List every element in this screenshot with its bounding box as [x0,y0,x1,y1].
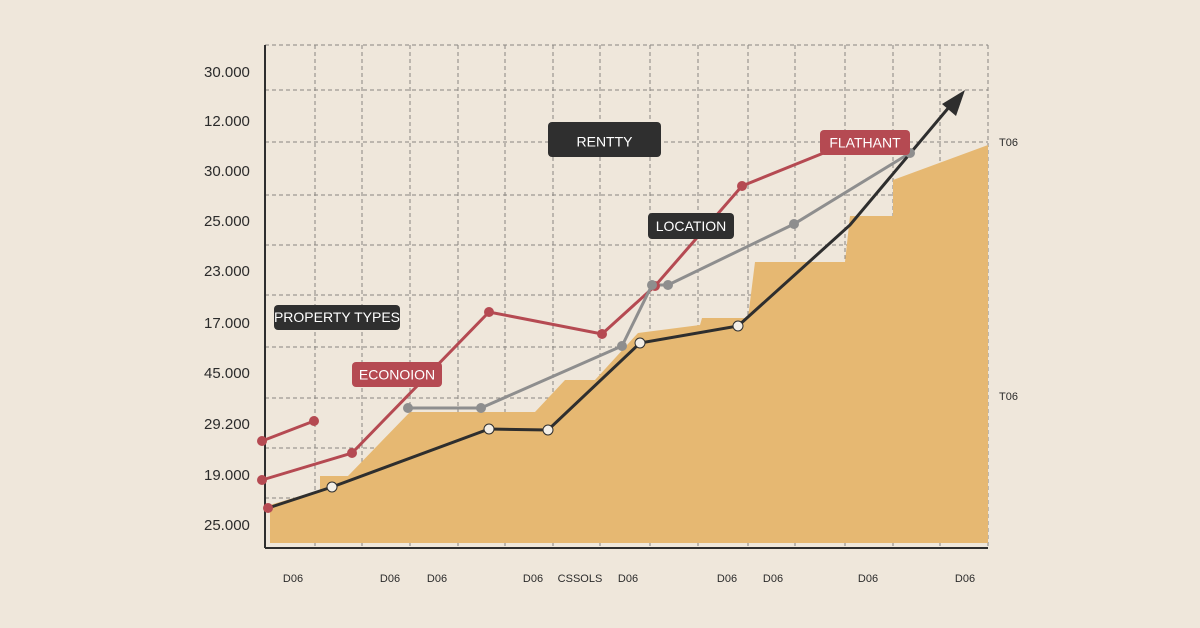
x-tick-label: D06 [763,573,783,585]
x-tick-label: D06 [427,573,447,585]
arrow-head [942,90,965,116]
y-tick-label: 30.000 [204,64,250,81]
dot [257,475,267,485]
y-tick-label: 29.200 [204,416,250,433]
x-tick-label: D06 [380,573,400,585]
dot [263,503,273,513]
dot [309,416,319,426]
dot [476,403,486,413]
dot [634,337,646,349]
dot [483,423,495,435]
labels: 30.000 12.000 30.000 25.000 23.000 17.000 45.0… [204,64,1018,585]
callout-text: RENTTY [577,133,634,149]
dot [347,448,357,458]
dot [597,329,607,339]
black-line [267,99,957,510]
x-tick-label: D06 [283,573,303,585]
y-tick-label: 17.000 [204,315,250,332]
dot [326,481,338,493]
dot [484,307,494,317]
x-tick-label: D06 [523,573,543,585]
dot [542,424,554,436]
callout-box [648,213,734,239]
callout-box [820,130,910,155]
right-label: T06 [999,391,1018,403]
callout-box [352,362,442,387]
callout-box [548,122,661,157]
y-tick-label: 45.000 [204,365,250,382]
dot [647,280,657,290]
callout-text: ECONOION [359,367,435,383]
dot [737,181,747,191]
dot [732,320,744,332]
y-tick-label: 19.000 [204,467,250,484]
x-tick-label: CSSOLS [558,573,603,585]
callout-box [274,305,400,330]
dot [403,403,413,413]
x-tick-label: D06 [717,573,737,585]
right-label: T06 [999,137,1018,149]
x-tick-label: D06 [955,573,975,585]
dots [257,148,915,513]
y-tick-label: 23.000 [204,263,250,280]
callout-text: PROPERTY TYPES [274,309,400,325]
x-tick-label: D06 [858,573,878,585]
callout-text: FLATHANT [829,135,901,151]
red-line [261,419,315,443]
dot [789,219,799,229]
y-tick-label: 25.000 [204,213,250,230]
x-tick-label: D06 [618,573,638,585]
y-tick-label: 30.000 [204,163,250,180]
callout-text: LOCATION [656,218,727,234]
y-tick-label: 25.000 [204,517,250,534]
dot [257,436,267,446]
dot [617,341,627,351]
dot [663,280,673,290]
y-tick-label: 12.000 [204,113,250,130]
